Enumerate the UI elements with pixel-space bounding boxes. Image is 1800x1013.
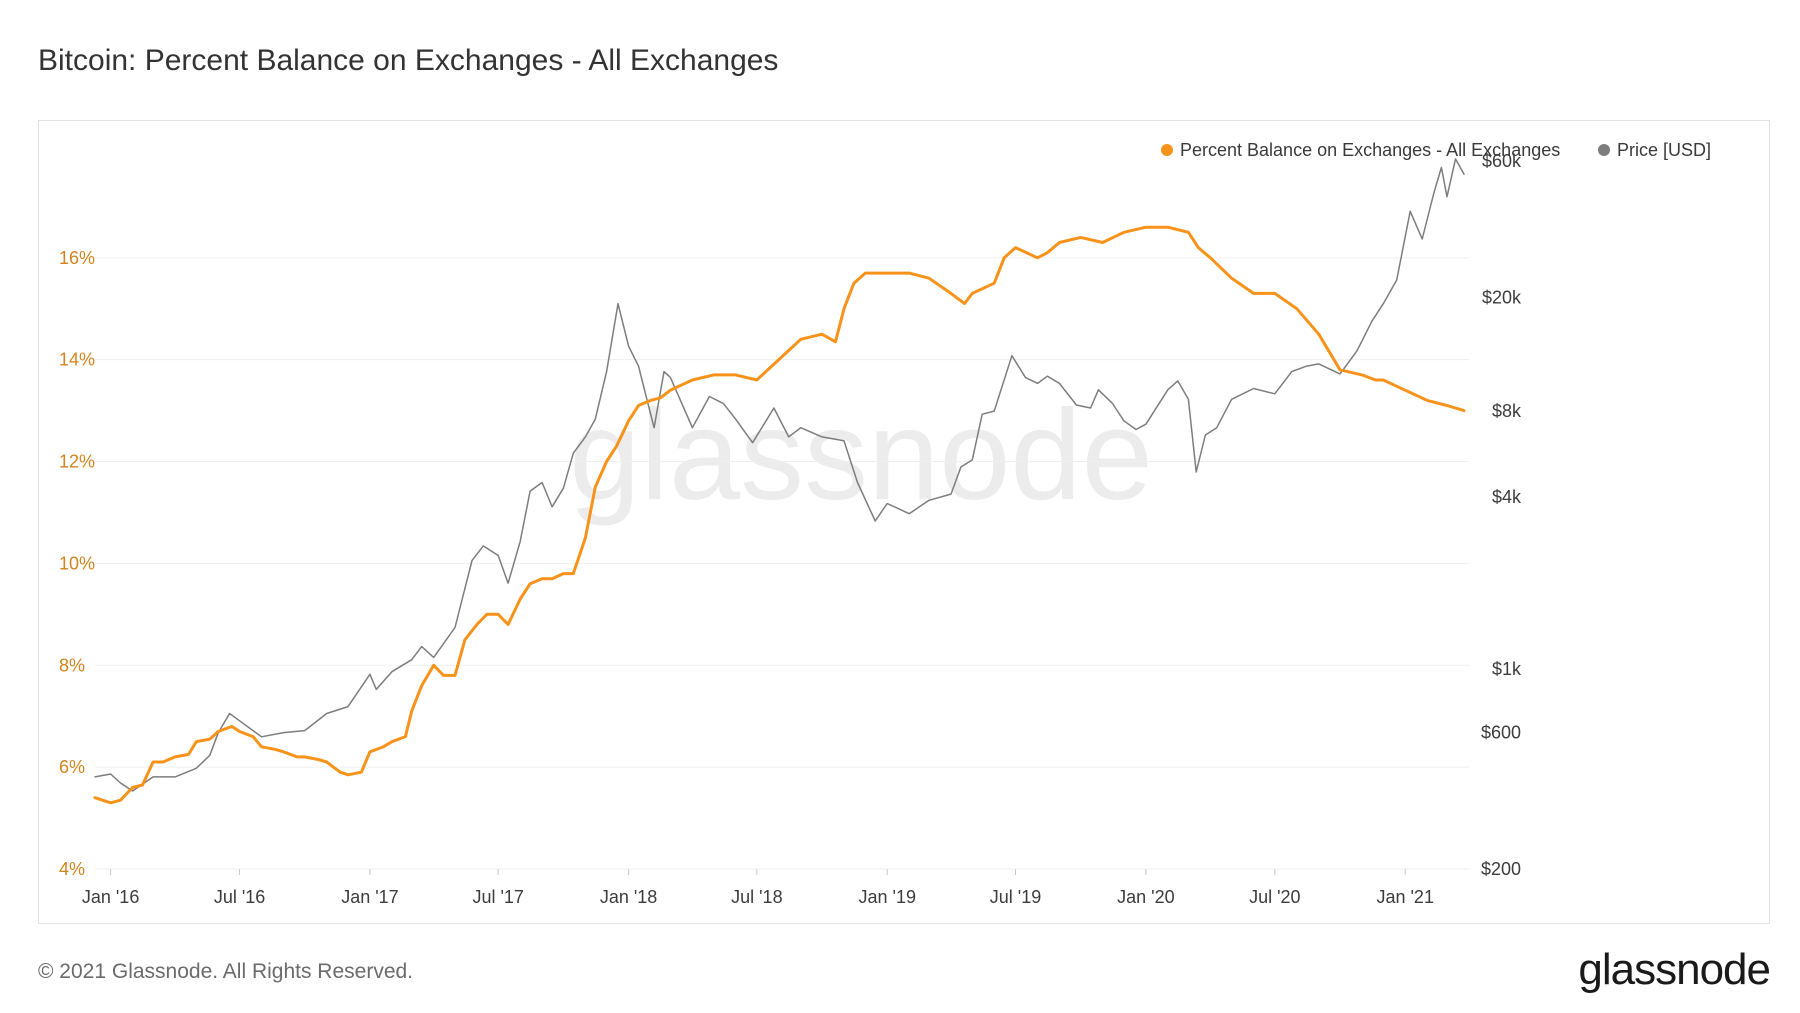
right-axis: $200 $600 $1k $4k $8k $20k $60k <box>1481 151 1522 879</box>
legend-label-balance: Percent Balance on Exchanges - All Excha… <box>1180 140 1560 160</box>
copyright: © 2021 Glassnode. All Rights Reserved. <box>38 960 414 983</box>
left-tick-label: 4% <box>59 859 85 879</box>
glassnode-logo[interactable]: glassnode <box>1578 945 1771 994</box>
x-axis: Jan '16 Jul '16 Jan '17 Jul '17 Jan '18 Jul '… <box>82 869 1434 907</box>
right-tick-label: $8k <box>1492 401 1522 421</box>
x-tick-label: Jul '16 <box>214 887 265 907</box>
watermark: glassnode <box>569 384 1153 527</box>
legend-dot-price <box>1598 144 1610 156</box>
legend-label-price: Price [USD] <box>1617 140 1711 160</box>
right-tick-label: $600 <box>1481 723 1521 743</box>
series-layer <box>93 158 1466 805</box>
balance-series-line <box>93 225 1466 805</box>
right-tick-label: $200 <box>1481 859 1521 879</box>
right-tick-label: $1k <box>1492 659 1522 679</box>
x-tick-label: Jul '20 <box>1249 887 1300 907</box>
x-tick-label: Jan '16 <box>82 887 139 907</box>
grid <box>95 257 1469 870</box>
x-tick-label: Jan '20 <box>1117 887 1174 907</box>
x-tick-label: Jul '19 <box>990 887 1041 907</box>
right-tick-label: $60k <box>1482 151 1522 171</box>
left-tick-label: 8% <box>59 655 85 675</box>
chart-frame: glassnode 4% 6% 8% 10% 12% 14% 16% $200 $600 $1k… <box>38 120 1770 924</box>
x-tick-label: Jan '19 <box>858 887 915 907</box>
chart: glassnode 4% 6% 8% 10% 12% 14% 16% $200 $600 $1k… <box>59 140 1711 907</box>
legend-dot-balance <box>1161 144 1173 156</box>
price-series-line <box>94 158 1465 792</box>
right-tick-label: $20k <box>1482 287 1522 307</box>
right-tick-label: $4k <box>1492 487 1522 507</box>
left-tick-label: 14% <box>59 350 95 370</box>
x-tick-label: Jan '18 <box>600 887 657 907</box>
legend: Percent Balance on Exchanges - All Excha… <box>1161 140 1711 160</box>
x-tick-label: Jan '17 <box>341 887 398 907</box>
left-tick-label: 12% <box>59 452 95 472</box>
page-title: Bitcoin: Percent Balance on Exchanges - … <box>38 44 779 77</box>
left-tick-label: 6% <box>59 757 85 777</box>
x-tick-label: Jan '21 <box>1376 887 1433 907</box>
x-tick-label: Jul '18 <box>731 887 782 907</box>
left-tick-label: 10% <box>59 553 95 573</box>
left-tick-label: 16% <box>59 248 95 268</box>
x-tick-label: Jul '17 <box>472 887 523 907</box>
left-axis: 4% 6% 8% 10% 12% 14% 16% <box>59 248 95 879</box>
